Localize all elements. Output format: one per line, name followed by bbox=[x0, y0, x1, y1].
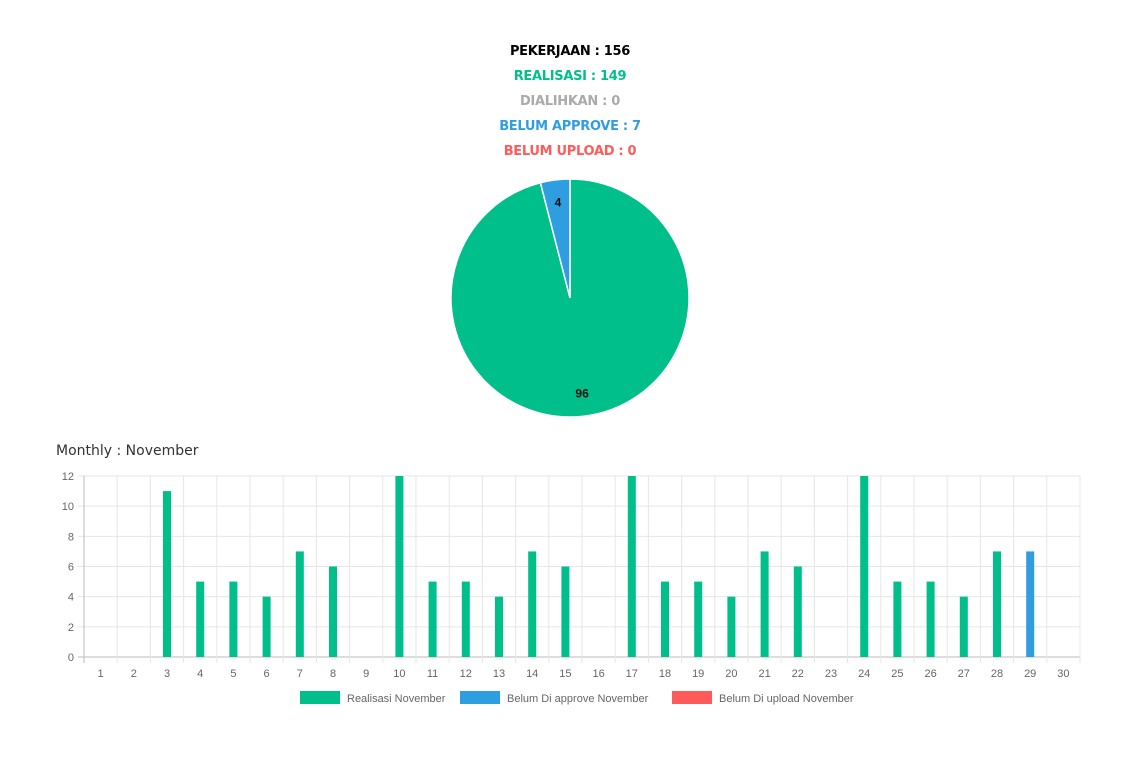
bar-10[interactable] bbox=[395, 476, 404, 657]
x-tick-label: 24 bbox=[858, 668, 870, 680]
realisasi-count: REALISASI : 149 bbox=[513, 69, 627, 84]
x-tick-label: 3 bbox=[164, 668, 170, 680]
bar-13[interactable] bbox=[495, 596, 503, 657]
summary-panel: PEKERJAAN : 156 REALISASI : 149 DIALIHKA… bbox=[0, 42, 1140, 167]
x-tick-label: 14 bbox=[526, 668, 538, 680]
x-tick-label: 4 bbox=[197, 668, 203, 680]
bar-22[interactable] bbox=[793, 566, 802, 658]
bar-26[interactable] bbox=[926, 581, 935, 657]
bar-3[interactable] bbox=[163, 491, 171, 657]
bar-25[interactable] bbox=[893, 581, 902, 657]
x-tick-label: 17 bbox=[626, 668, 638, 680]
x-tick-label: 21 bbox=[758, 668, 770, 680]
bar-7[interactable] bbox=[295, 551, 304, 657]
bar-11[interactable] bbox=[428, 581, 437, 657]
x-tick-label: 18 bbox=[659, 668, 671, 680]
x-tick-label: 2 bbox=[131, 668, 137, 680]
pekerjaan-count: PEKERJAAN : 156 bbox=[509, 44, 631, 59]
x-tick-label: 8 bbox=[330, 668, 336, 680]
x-tick-label: 13 bbox=[493, 668, 505, 680]
x-tick-label: 16 bbox=[592, 668, 604, 680]
bar-19[interactable] bbox=[694, 581, 703, 657]
x-tick-label: 25 bbox=[891, 668, 903, 680]
x-tick-label: 20 bbox=[725, 668, 737, 680]
x-tick-label: 12 bbox=[460, 668, 472, 680]
legend-swatch[interactable] bbox=[460, 691, 500, 704]
bar-6[interactable] bbox=[262, 596, 271, 657]
bar-29[interactable] bbox=[1026, 551, 1035, 657]
x-tick-label: 5 bbox=[230, 668, 236, 680]
x-tick-label: 6 bbox=[264, 668, 270, 680]
y-tick-label: 6 bbox=[68, 562, 74, 574]
legend-label[interactable]: Belum Di approve November bbox=[507, 693, 649, 705]
bar-27[interactable] bbox=[959, 596, 968, 657]
y-tick-label: 2 bbox=[68, 622, 74, 634]
bar-5[interactable] bbox=[229, 581, 238, 657]
bar-24[interactable] bbox=[860, 476, 869, 657]
x-tick-label: 9 bbox=[363, 668, 369, 680]
pie-slice-4[interactable] bbox=[539, 178, 571, 299]
belum-upload-count: BELUM UPLOAD : 0 bbox=[503, 144, 637, 159]
legend-swatch[interactable] bbox=[672, 691, 712, 704]
pie-label-96: 96 bbox=[575, 387, 589, 401]
pie-chart: 96 4 bbox=[440, 168, 700, 428]
x-tick-label: 15 bbox=[559, 668, 571, 680]
monthly-title: Monthly : November bbox=[56, 443, 199, 459]
x-tick-label: 23 bbox=[825, 668, 837, 680]
x-tick-label: 22 bbox=[792, 668, 804, 680]
x-tick-label: 19 bbox=[692, 668, 704, 680]
bar-18[interactable] bbox=[661, 581, 669, 657]
bar-20[interactable] bbox=[727, 596, 736, 657]
y-tick-label: 8 bbox=[68, 531, 74, 543]
x-tick-label: 26 bbox=[924, 668, 936, 680]
legend-label[interactable]: Belum Di upload November bbox=[719, 693, 854, 705]
y-tick-label: 0 bbox=[68, 652, 74, 664]
pie-label-4: 4 bbox=[555, 195, 562, 209]
y-tick-label: 12 bbox=[62, 471, 74, 483]
legend-swatch[interactable] bbox=[300, 691, 340, 704]
x-tick-label: 1 bbox=[98, 668, 104, 680]
bar-14[interactable] bbox=[528, 551, 537, 657]
bar-8[interactable] bbox=[329, 566, 337, 658]
y-tick-label: 10 bbox=[62, 501, 74, 513]
x-tick-label: 10 bbox=[393, 668, 405, 680]
bar-15[interactable] bbox=[561, 566, 570, 658]
bar-17[interactable] bbox=[627, 476, 636, 657]
bar-chart: 0 2 4 6 8 10 12 1 2 3 4 5 6 7 8 9 10 11 12 13 14 15 16 17 18 19 20… bbox=[40, 462, 1100, 722]
x-tick-label: 28 bbox=[991, 668, 1003, 680]
x-tick-label: 7 bbox=[297, 668, 303, 680]
x-tick-label: 11 bbox=[427, 668, 438, 680]
dialihkan-count: DIALIHKAN : 0 bbox=[519, 94, 621, 109]
legend-label[interactable]: Realisasi November bbox=[347, 693, 446, 705]
x-tick-label: 30 bbox=[1057, 668, 1069, 680]
y-tick-label: 4 bbox=[68, 592, 74, 604]
bar-28[interactable] bbox=[993, 551, 1001, 657]
bar-4[interactable] bbox=[196, 581, 205, 657]
x-tick-label: 27 bbox=[958, 668, 970, 680]
bar-12[interactable] bbox=[461, 581, 470, 657]
belum-approve-count: BELUM APPROVE : 7 bbox=[499, 119, 641, 134]
x-tick-label: 29 bbox=[1024, 668, 1036, 680]
pie-chart-svg: 96 4 bbox=[450, 178, 690, 418]
bar-21[interactable] bbox=[760, 551, 769, 657]
